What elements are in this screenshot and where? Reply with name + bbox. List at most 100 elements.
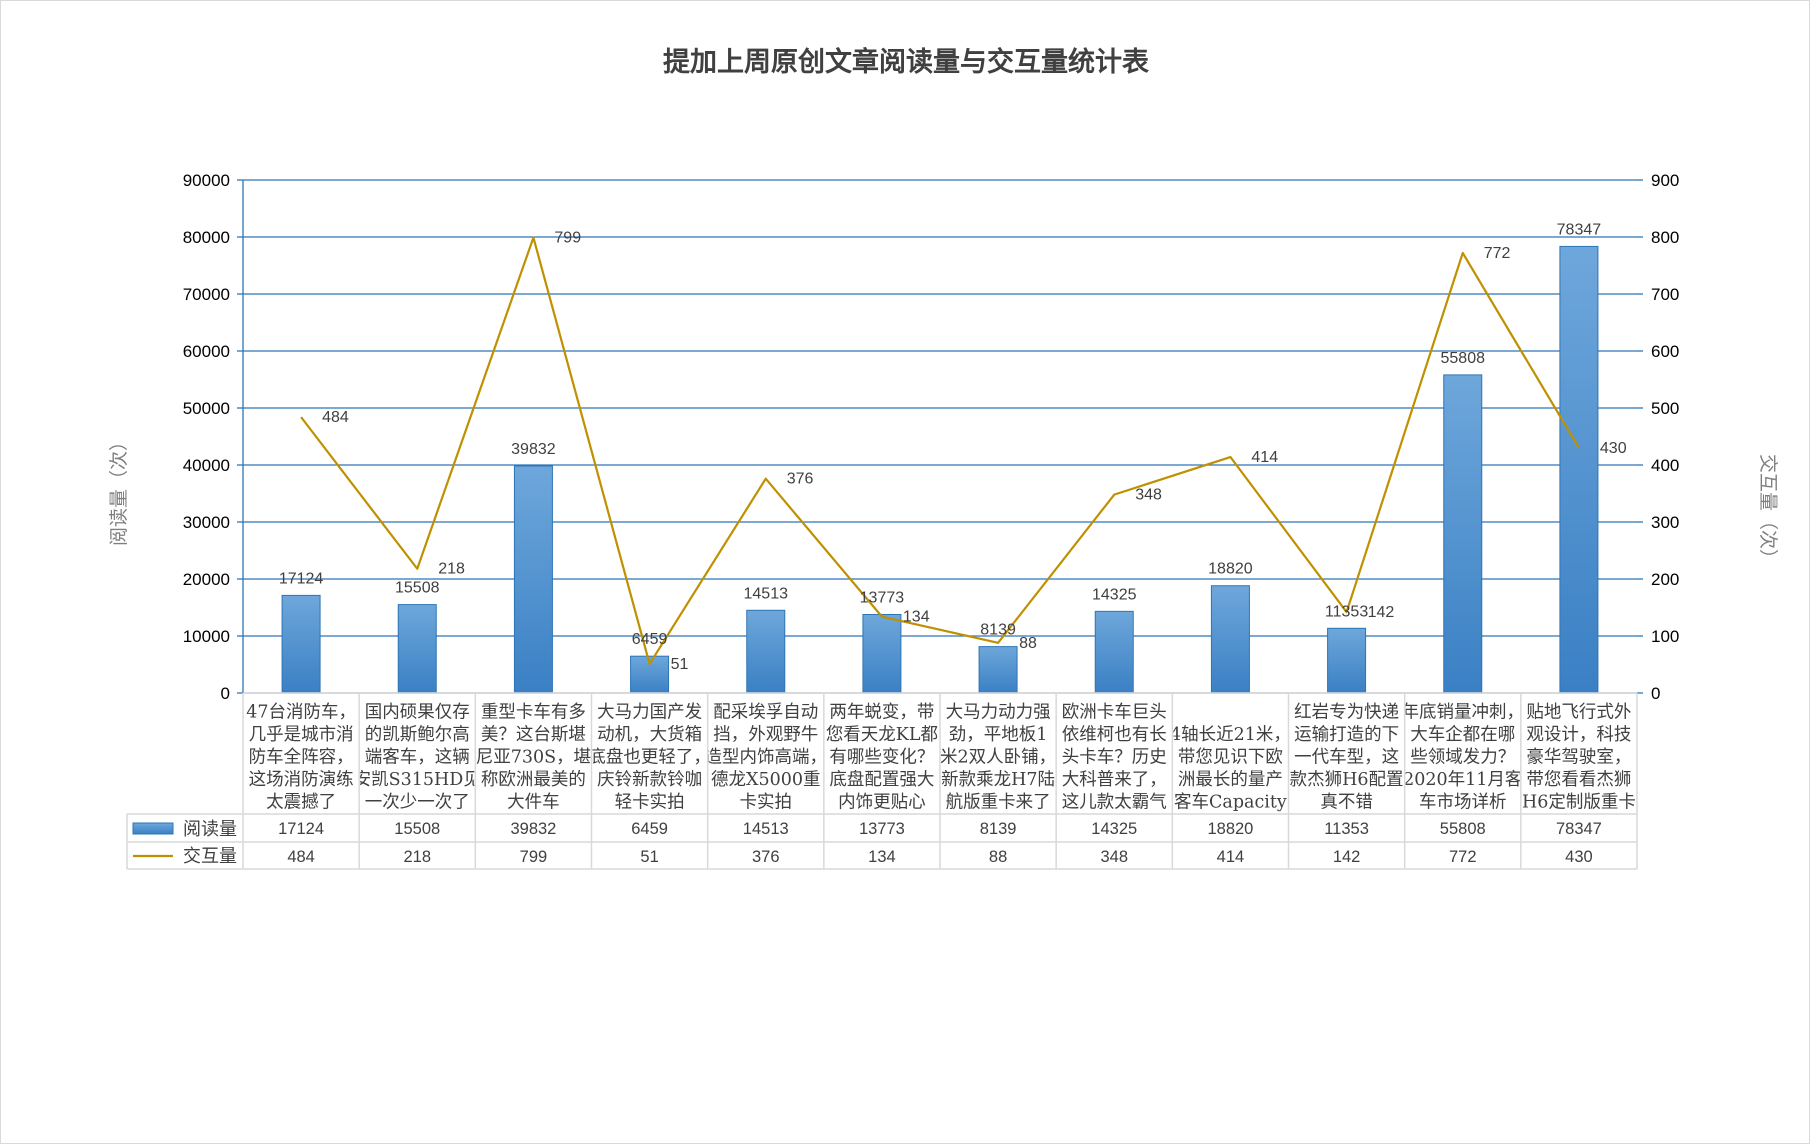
category-label: 德龙X5000重 (711, 770, 821, 790)
category-label: 些领域发力？ (1410, 748, 1515, 768)
line-value-label: 88 (1019, 635, 1037, 652)
category-label: 新款乘龙H7陆 (941, 770, 1055, 790)
y-tick-label: 90000 (183, 171, 230, 190)
category-label: 大车企都在哪 (1410, 725, 1515, 745)
bar (1094, 610, 1134, 694)
category-label: 款杰狮H6配置 (1290, 770, 1404, 790)
y2-tick-label: 0 (1651, 684, 1660, 703)
category-label: 2020年11月客 (1403, 770, 1522, 790)
category-label: 内饰更贴心 (838, 793, 926, 813)
y2-tick-label: 500 (1651, 399, 1679, 418)
table-cell-reads: 55808 (1440, 820, 1486, 838)
table-cell-interactions: 134 (868, 848, 896, 866)
category-label: 尼亚730S，堪 (476, 748, 591, 768)
line-value-label: 799 (554, 230, 581, 247)
category-label: 您看天龙KL都 (826, 725, 938, 745)
y-tick-label: 0 (221, 684, 230, 703)
bar-value-label: 18820 (1208, 561, 1253, 578)
table-cell-reads: 6459 (631, 820, 668, 838)
y2-tick-label: 300 (1651, 513, 1679, 532)
category-label: 重型卡车有多 (481, 703, 586, 723)
y-tick-label: 50000 (183, 399, 230, 418)
category-label: 几乎是城市消 (249, 725, 354, 745)
category-label: 防车全阵容， (249, 748, 354, 768)
category-label: 轻卡实拍 (615, 793, 685, 813)
category-label: 贴地飞行式外 (1526, 703, 1631, 723)
category-label: 底盘配置强大 (829, 770, 934, 790)
category-label: 米2双人卧铺， (940, 748, 1056, 768)
line-series (300, 236, 1580, 666)
table-cell-interactions: 414 (1217, 848, 1245, 866)
bar (1559, 245, 1599, 694)
table-cell-interactions: 484 (287, 848, 315, 866)
table-cell-reads: 8139 (980, 820, 1017, 838)
bar-value-label: 15508 (395, 580, 440, 597)
y2-tick-label: 100 (1651, 627, 1679, 646)
bar (862, 613, 902, 694)
table-cell-interactions: 430 (1565, 848, 1593, 866)
y2-tick-label: 900 (1651, 171, 1679, 190)
category-label: 大科普来了， (1062, 770, 1167, 790)
category-label: 挡，外观野牛 (713, 725, 818, 745)
table-cell-reads: 78347 (1556, 820, 1602, 838)
category-label: 有哪些变化？ (829, 748, 934, 768)
category-label: 洲最长的量产 (1178, 770, 1283, 790)
legend-line-label: 交互量 (183, 846, 237, 867)
bar-value-label: 13773 (860, 589, 905, 606)
category-label: 安凯S315HD见 (354, 770, 481, 790)
table-cell-interactions: 772 (1449, 848, 1477, 866)
category-label: 欧洲卡车巨头 (1062, 703, 1167, 723)
category-label: 大件车 (507, 793, 560, 813)
category-label: 美？这台斯堪 (481, 725, 586, 745)
bar (281, 594, 321, 694)
bar-series (281, 245, 1599, 694)
table-cell-reads: 14513 (743, 820, 789, 838)
bar-value-label: 55808 (1441, 350, 1486, 367)
line-value-label: 51 (671, 656, 689, 673)
bar-value-label: 14325 (1092, 586, 1137, 603)
category-label: 年底销量冲刺， (1402, 703, 1525, 723)
table-cell-interactions: 51 (640, 848, 658, 866)
line-value-label: 218 (438, 561, 465, 578)
y2-tick-label: 600 (1651, 342, 1679, 361)
category-label: 大马力动力强 (946, 703, 1051, 723)
category-label: 太震撼了 (266, 793, 336, 813)
bar-value-label: 78347 (1557, 221, 1602, 238)
table-cell-interactions: 799 (520, 848, 548, 866)
table-cell-reads: 18820 (1207, 820, 1253, 838)
table-cell-reads: 14325 (1091, 820, 1137, 838)
category-labels: 47台消防车，几乎是城市消防车全阵容，这场消防演练太震撼了国内硕果仅存的凯斯鲍尔… (246, 703, 1636, 813)
category-label: 称欧洲最美的 (481, 770, 586, 790)
table-cell-reads: 15508 (394, 820, 440, 838)
table-cell-interactions: 218 (403, 848, 431, 866)
line-value-label: 430 (1600, 440, 1627, 457)
y-tick-label: 70000 (183, 285, 230, 304)
category-label: 带您见识下欧 (1178, 748, 1283, 768)
bar (978, 646, 1018, 694)
bar-value-label: 39832 (511, 441, 556, 458)
bar (1443, 374, 1483, 694)
line-value-label: 484 (322, 409, 349, 426)
y-tick-label: 40000 (183, 456, 230, 475)
legend-bar-swatch (132, 822, 174, 835)
category-label: 运输打造的下 (1294, 725, 1399, 745)
table-cell-reads: 17124 (278, 820, 324, 838)
bar (1210, 585, 1250, 694)
category-label: 航版重卡来了 (946, 793, 1051, 813)
line-value-label: 772 (1484, 245, 1511, 262)
legend-bar-label: 阅读量 (183, 819, 237, 840)
category-label: 47台消防车， (246, 703, 356, 723)
category-label: 配采埃孚自动 (713, 703, 818, 723)
bar (513, 465, 553, 694)
y-axis-title: 阅读量（次） (108, 432, 130, 546)
y-tick-label: 10000 (183, 627, 230, 646)
category-label: 这场消防演练 (249, 770, 354, 790)
